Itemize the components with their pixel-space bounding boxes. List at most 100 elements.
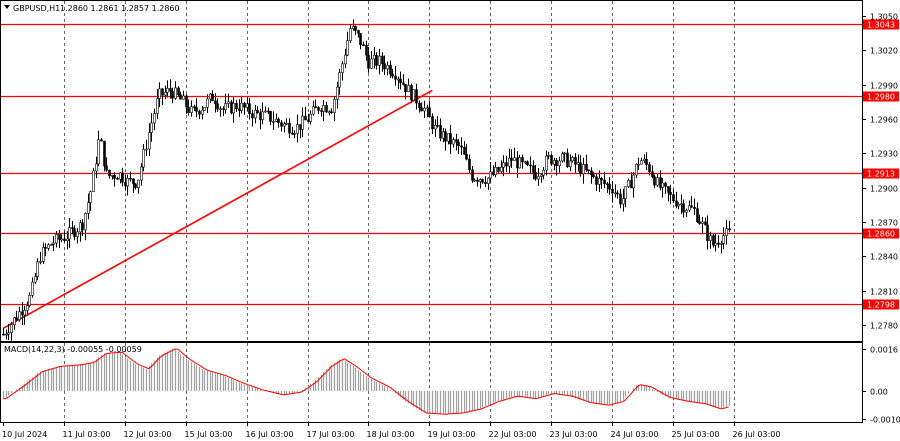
candle-body-up — [661, 182, 664, 188]
candle-body-down — [169, 88, 172, 92]
time-tick-label: 18 Jul 03:00 — [367, 430, 415, 439]
candle-body-up — [622, 198, 625, 205]
candle-body-down — [436, 125, 439, 127]
candle-body-down — [444, 131, 447, 142]
candle-body-down — [277, 118, 280, 123]
candle-body-down — [193, 106, 196, 108]
candle-body-up — [312, 106, 315, 115]
time-tick-label: 15 Jul 03:00 — [185, 430, 233, 439]
level-label: 1.3043 — [867, 21, 895, 30]
candle-body-down — [706, 224, 709, 241]
candle-body-down — [728, 228, 731, 231]
candle-body-up — [336, 86, 339, 100]
candle-body-down — [248, 103, 251, 114]
candle-body-down — [251, 113, 254, 119]
candle-body-down — [391, 73, 394, 77]
candle-body-up — [206, 98, 209, 108]
candle-body-down — [121, 172, 124, 183]
trend-line-group — [2, 89, 433, 330]
candle-body-up — [36, 261, 39, 277]
candle-body-down — [389, 64, 392, 75]
candle-body-down — [354, 26, 357, 31]
candle-body-down — [383, 63, 386, 70]
candle-body-up — [714, 242, 717, 246]
candle-body-down — [616, 192, 619, 195]
candle-body-down — [73, 228, 76, 237]
candle-body-down — [529, 164, 532, 167]
candle-body-up — [537, 176, 540, 180]
price-tick-label: 1.2990 — [870, 82, 898, 91]
candle-body-down — [330, 111, 333, 114]
candle-body-up — [60, 238, 63, 241]
time-axis: 10 Jul 2024 11 Jul 03:00 12 Jul 03:00 15 Ju… — [2, 422, 780, 439]
candle-body-up — [709, 235, 712, 241]
candle-body-down — [105, 165, 108, 171]
candle-body-down — [534, 172, 537, 180]
price-tick-label: 1.2840 — [870, 253, 898, 262]
candle-body-down — [463, 146, 466, 155]
candle-body-up — [52, 242, 55, 245]
candle-body-down — [132, 178, 135, 185]
candle-body-up — [5, 333, 8, 336]
candle-body-down — [222, 108, 225, 111]
candle-body-down — [185, 95, 188, 108]
candle-body-down — [325, 105, 328, 113]
candle-body-up — [378, 55, 381, 66]
candle-body-down — [402, 82, 405, 85]
candle-body-up — [254, 109, 257, 119]
time-tick-label: 11 Jul 03:00 — [63, 430, 111, 439]
candle-body-up — [31, 281, 34, 296]
candle-body-down — [365, 45, 368, 56]
candle-body-down — [693, 206, 696, 209]
candle-body-up — [293, 133, 296, 135]
candle-body-down — [439, 125, 442, 139]
candle-body-down — [367, 54, 370, 69]
candle-body-down — [468, 158, 471, 171]
dropdown-triangle-icon[interactable] — [4, 5, 10, 9]
candle-body-up — [158, 88, 161, 99]
candle-body-up — [412, 89, 415, 101]
macd-signal-group — [3, 348, 729, 415]
candle-body-up — [156, 98, 159, 114]
candle-body-up — [489, 171, 492, 179]
candle-body-down — [690, 205, 693, 208]
level-labels: 1.3043 1.2980 1.2913 1.2860 1.2798 — [863, 19, 899, 310]
candle-body-up — [624, 186, 627, 199]
candle-body-down — [134, 183, 137, 188]
candle-body-up — [66, 238, 69, 241]
price-tick-label: 1.2960 — [870, 116, 898, 125]
candle-body-up — [7, 332, 10, 335]
candle-body-up — [42, 247, 45, 262]
level-label-box — [863, 228, 899, 239]
candle-body-down — [129, 177, 132, 180]
candle-body-down — [359, 33, 362, 46]
candle-body-up — [95, 163, 98, 172]
candle-body-down — [465, 154, 468, 160]
candle-body-up — [301, 115, 304, 130]
candle-body-down — [71, 227, 74, 229]
candle-body-down — [585, 164, 588, 171]
candle-body-down — [63, 238, 66, 241]
candle-body-down — [103, 140, 106, 167]
candle-body-up — [182, 95, 185, 100]
candle-body-up — [688, 205, 691, 211]
candle-body-up — [84, 213, 87, 231]
candle-body-down — [481, 179, 484, 183]
candle-body-up — [635, 164, 638, 176]
candle-body-down — [216, 103, 219, 110]
candle-body-up — [28, 294, 31, 306]
candle-body-up — [150, 122, 153, 133]
time-tick-label: 16 Jul 03:00 — [246, 430, 294, 439]
candle-body-up — [598, 178, 601, 185]
candle-body-down — [195, 107, 198, 112]
candle-body-up — [39, 261, 42, 263]
candle-body-up — [140, 166, 143, 181]
candle-body-down — [497, 167, 500, 172]
candle-body-down — [288, 123, 291, 134]
candle-body-down — [179, 94, 182, 100]
candle-body-down — [457, 141, 460, 147]
candle-body-up — [50, 244, 53, 246]
candle-body-up — [423, 107, 426, 112]
candle-body-down — [243, 102, 246, 108]
